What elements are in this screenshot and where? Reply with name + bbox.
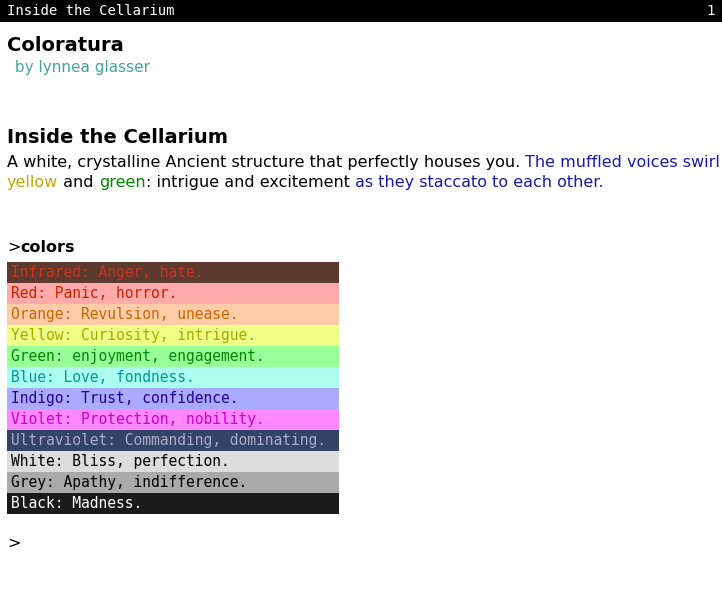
Text: The muffled voices swirl: The muffled voices swirl [526,155,721,170]
Text: yellow: yellow [7,175,58,190]
Bar [7,493,339,514]
Bar [0,0,722,22]
Text: 1: 1 [707,4,715,18]
Bar [7,304,339,325]
Bar [7,367,339,388]
Text: A white, crystalline Ancient structure that perfectly houses you.: A white, crystalline Ancient structure t… [7,155,526,170]
Text: by lynnea glasser: by lynnea glasser [10,60,150,75]
Text: as they staccato to each other.: as they staccato to each other. [355,175,604,190]
Text: Yellow: Curiosity, intrigue.: Yellow: Curiosity, intrigue. [11,328,256,343]
Text: Grey: Apathy, indifference.: Grey: Apathy, indifference. [11,475,247,490]
Bar [7,388,339,409]
Text: Red: Panic, horror.: Red: Panic, horror. [11,286,177,301]
Bar [7,409,339,430]
Text: Orange: Revulsion, unease.: Orange: Revulsion, unease. [11,307,238,322]
Text: green: green [99,175,146,190]
Text: Infrared: Anger, hate.: Infrared: Anger, hate. [11,265,204,280]
Bar [7,283,339,304]
Bar [7,346,339,367]
Text: >: > [7,240,20,255]
Text: : intrigue and excitement: : intrigue and excitement [146,175,355,190]
Text: colors: colors [20,240,75,255]
Text: Inside the Cellarium: Inside the Cellarium [7,128,228,147]
Text: Green: enjoyment, engagement.: Green: enjoyment, engagement. [11,349,265,364]
Text: Black: Madness.: Black: Madness. [11,496,142,511]
Text: Inside the Cellarium: Inside the Cellarium [7,4,175,18]
Text: Ultraviolet: Commanding, dominating.: Ultraviolet: Commanding, dominating. [11,433,326,448]
Text: and: and [58,175,99,190]
Bar [7,472,339,493]
Text: Indigo: Trust, confidence.: Indigo: Trust, confidence. [11,391,238,406]
Bar [7,451,339,472]
Bar [7,325,339,346]
Text: White: Bliss, perfection.: White: Bliss, perfection. [11,454,230,469]
Text: Blue: Love, fondness.: Blue: Love, fondness. [11,370,195,385]
Bar [7,262,339,283]
Text: >: > [7,536,20,551]
Text: Violet: Protection, nobility.: Violet: Protection, nobility. [11,412,265,427]
Text: Coloratura: Coloratura [7,36,123,55]
Bar [7,430,339,451]
